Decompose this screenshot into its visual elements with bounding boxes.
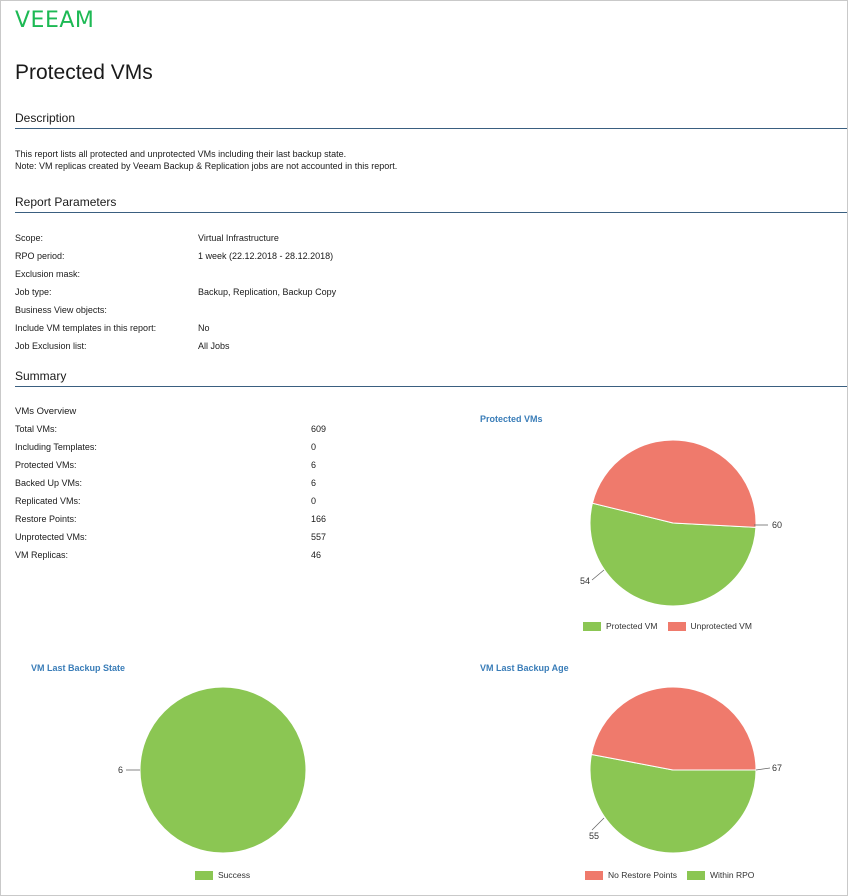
pie-slice-success — [139, 686, 307, 854]
legend-swatch-no-restore-points — [585, 870, 603, 880]
description-line: This report lists all protected and unpr… — [15, 149, 347, 159]
legend-label-no-restore-points: No Restore Points — [608, 870, 677, 880]
pie-slice-unprotected-vm — [591, 439, 757, 528]
pie-value-label: 67 — [772, 763, 782, 773]
protected-vms-legend: Protected VM Unprotected VM — [583, 621, 752, 631]
summary-label: Backed Up VMs: — [15, 478, 83, 488]
legend-label-protected: Protected VM — [606, 621, 658, 631]
section-divider — [15, 386, 847, 387]
summary-label: VM Replicas: — [15, 550, 69, 560]
legend-label-within-rpo: Within RPO — [709, 870, 755, 880]
vms-overview-title: VMs Overview — [15, 406, 77, 417]
section-divider — [15, 212, 847, 213]
legend-swatch-unprotected — [667, 621, 686, 631]
param-value-scope: Virtual Infrastructure — [198, 233, 279, 243]
description-text: This report lists all protected and unpr… — [15, 148, 397, 172]
param-label-job-type: Job type: — [15, 287, 52, 297]
summary-label: Protected VMs: — [15, 460, 77, 470]
legend-swatch-protected — [583, 621, 601, 631]
description-note: Note: VM replicas created by Veeam Backu… — [15, 161, 398, 171]
legend-label-unprotected: Unprotected VM — [690, 621, 752, 631]
summary-label: Unprotected VMs: — [15, 532, 88, 542]
param-value-rpo: 1 week (22.12.2018 - 28.12.2018) — [198, 251, 334, 261]
pie-value-label: 60 — [772, 520, 782, 530]
summary-value: 6 — [311, 478, 317, 488]
summary-label: Including Templates: — [15, 442, 97, 452]
param-label-scope: Scope: — [15, 233, 44, 243]
param-value-job-type: Backup, Replication, Backup Copy — [198, 287, 337, 297]
summary-value: 166 — [311, 514, 327, 524]
summary-value: 0 — [311, 442, 317, 452]
summary-heading: Summary — [15, 369, 67, 383]
chart-title-backup-age: VM Last Backup Age — [480, 663, 569, 673]
veeam-logo: VEEAM — [15, 8, 95, 33]
summary-label: Replicated VMs: — [15, 496, 81, 506]
backup-age-legend: No Restore Points Within RPO — [585, 870, 754, 880]
summary-value: 46 — [311, 550, 322, 560]
summary-value: 6 — [311, 460, 317, 470]
param-label-exclusion-mask: Exclusion mask: — [15, 269, 81, 279]
pie-slice-within-rpo — [589, 753, 757, 854]
pie-value-label: 55 — [589, 831, 599, 841]
param-label-templates: Include VM templates in this report: — [15, 323, 157, 333]
chart-title-protected-vms: Protected VMs — [480, 414, 543, 424]
pie-value-label: 6 — [118, 765, 123, 775]
param-label-rpo: RPO period: — [15, 251, 65, 261]
pie-slice-protected-vm — [589, 502, 757, 607]
summary-label: Restore Points: — [15, 514, 77, 524]
param-value-job-exclusion: All Jobs — [198, 341, 230, 351]
pie-leader-line — [591, 817, 605, 831]
pie-leader-line — [591, 569, 605, 581]
summary-value: 609 — [311, 424, 327, 434]
pie-value-label: 54 — [580, 576, 590, 586]
summary-label: Total VMs: — [15, 424, 58, 434]
param-value-templates: No — [198, 323, 210, 333]
param-label-job-exclusion: Job Exclusion list: — [15, 341, 87, 351]
backup-state-legend: Success — [195, 870, 250, 880]
legend-label-success: Success — [218, 870, 251, 880]
pie-leader-line — [755, 767, 771, 771]
legend-swatch-within-rpo — [686, 870, 705, 880]
page-title: Protected VMs — [15, 61, 153, 84]
section-divider — [15, 128, 847, 129]
legend-swatch-success — [195, 870, 213, 880]
parameters-heading: Report Parameters — [15, 195, 117, 209]
summary-value: 0 — [311, 496, 317, 506]
summary-value: 557 — [311, 532, 327, 542]
chart-title-backup-state: VM Last Backup State — [31, 663, 126, 673]
param-label-business-view: Business View objects: — [15, 305, 107, 315]
description-heading: Description — [15, 111, 76, 125]
pie-slice-no-restore-points — [590, 686, 757, 771]
